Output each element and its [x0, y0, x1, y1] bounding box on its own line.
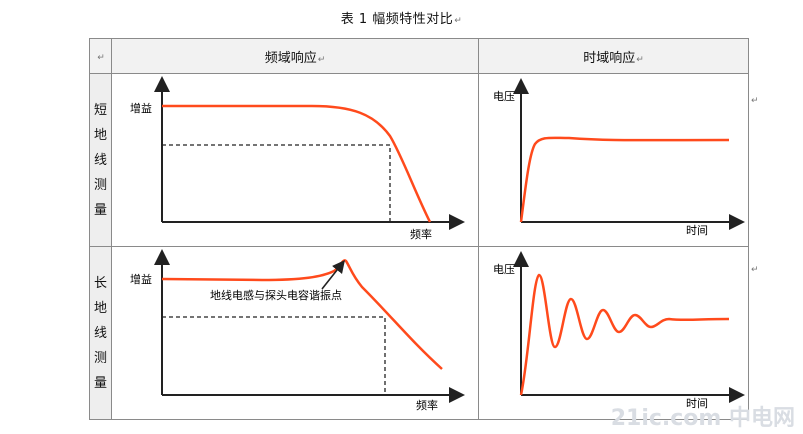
time-plot-short: 电压 时间 — [493, 78, 745, 237]
x-label: 时间 — [686, 224, 708, 237]
time-plot-short-cell: 电压 时间 ↵ — [478, 73, 759, 247]
step-response-long — [519, 273, 730, 396]
watermark: 21ic.com 中电网 — [610, 406, 795, 431]
step-response-short — [519, 136, 730, 223]
header-freq-response: 频域响应↵ — [111, 38, 479, 74]
header-row: ↵ 频域响应↵ 时域响应↵ — [89, 38, 749, 74]
x-label: 时间 — [686, 397, 708, 410]
table-title: 表 1 幅频特性对比↵ — [340, 12, 463, 27]
y-label: 增益 — [130, 101, 152, 115]
annotation-arrow — [321, 259, 345, 290]
comparison-table: ↵ 频域响应↵ 时域响应↵ 短 地 线 测 量 增益 — [89, 38, 759, 420]
y-label: 电压 — [493, 263, 515, 276]
y-label: 电压 — [493, 90, 515, 103]
y-label: 增益 — [130, 272, 152, 286]
row-short-ground: 短 地 线 测 量 增益 频率 — [89, 73, 759, 247]
row-label-long: 长 地 线 测 量 — [89, 246, 112, 420]
freq-curve-short — [162, 104, 432, 223]
cutoff-guide — [162, 316, 386, 395]
cutoff-guide — [162, 144, 391, 222]
freq-curve-long — [161, 259, 443, 370]
freq-plot-long-cell: 增益 频率 地线电感与探头电容谐振点 — [111, 246, 479, 420]
freq-plot-long: 增益 频率 地线电感与探头电容谐振点 — [130, 249, 465, 412]
freq-plot-short: 增益 频率 — [130, 76, 465, 241]
row-long-ground: 长 地 线 测 量 增益 频率 地线电感与探头电容谐振点 — [89, 246, 759, 420]
x-label: 频率 — [416, 398, 438, 412]
row-label-short: 短 地 线 测 量 — [89, 73, 112, 247]
header-time-response: 时域响应↵ — [478, 38, 749, 74]
time-plot-long: 电压 时间 — [493, 251, 745, 410]
x-label: 频率 — [410, 227, 432, 241]
resonance-annotation: 地线电感与探头电容谐振点 — [210, 288, 342, 302]
header-corner: ↵ — [89, 38, 112, 74]
time-plot-long-cell: 电压 时间 ↵ — [478, 246, 759, 420]
freq-plot-short-cell: 增益 频率 — [111, 73, 479, 247]
